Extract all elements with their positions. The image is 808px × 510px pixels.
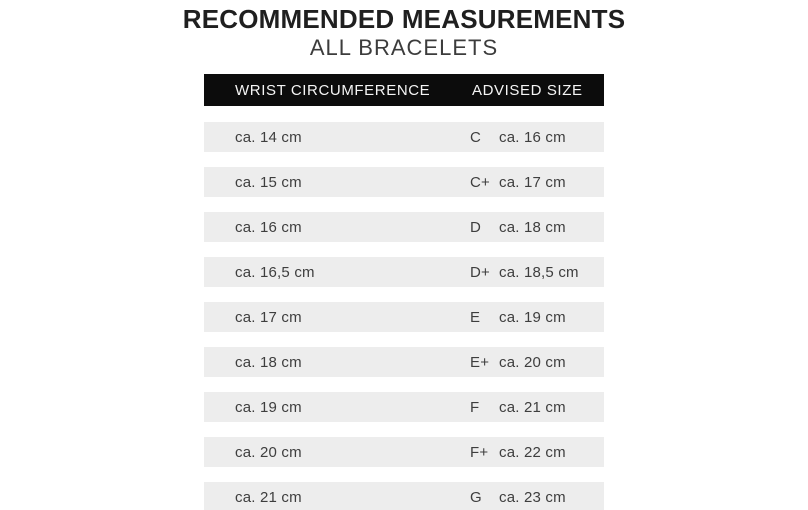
- cell-size-letter: D+: [470, 263, 490, 281]
- cell-advised-size: ca. 20 cm: [499, 353, 566, 371]
- cell-size-letter: E: [470, 308, 481, 326]
- cell-wrist-circumference: ca. 15 cm: [235, 173, 302, 191]
- table-row: ca. 16 cm D ca. 18 cm: [204, 212, 604, 242]
- cell-advised-size: ca. 17 cm: [499, 173, 566, 191]
- cell-wrist-circumference: ca. 17 cm: [235, 308, 302, 326]
- cell-advised-size: ca. 16 cm: [499, 128, 566, 146]
- cell-size-letter: E+: [470, 353, 490, 371]
- table-row: ca. 20 cm F+ ca. 22 cm: [204, 437, 604, 467]
- cell-wrist-circumference: ca. 14 cm: [235, 128, 302, 146]
- table-row: ca. 19 cm F ca. 21 cm: [204, 392, 604, 422]
- cell-size-letter: D: [470, 218, 482, 236]
- cell-wrist-circumference: ca. 21 cm: [235, 488, 302, 506]
- cell-advised-size: ca. 23 cm: [499, 488, 566, 506]
- table-row: ca. 14 cm C ca. 16 cm: [204, 122, 604, 152]
- cell-advised-size: ca. 19 cm: [499, 308, 566, 326]
- cell-wrist-circumference: ca. 19 cm: [235, 398, 302, 416]
- size-table: WRIST CIRCUMFERENCE ADVISED SIZE ca. 14 …: [204, 74, 604, 510]
- column-header-wrist-circumference: WRIST CIRCUMFERENCE: [235, 81, 431, 99]
- table-row: ca. 21 cm G ca. 23 cm: [204, 482, 604, 510]
- cell-wrist-circumference: ca. 16 cm: [235, 218, 302, 236]
- table-header-row: WRIST CIRCUMFERENCE ADVISED SIZE: [204, 74, 604, 106]
- table-row: ca. 17 cm E ca. 19 cm: [204, 302, 604, 332]
- cell-advised-size: ca. 18,5 cm: [499, 263, 579, 281]
- cell-wrist-circumference: ca. 18 cm: [235, 353, 302, 371]
- cell-size-letter: G: [470, 488, 482, 506]
- cell-advised-size: ca. 22 cm: [499, 443, 566, 461]
- page-subtitle: ALL BRACELETS: [309, 35, 499, 60]
- cell-advised-size: ca. 18 cm: [499, 218, 566, 236]
- cell-wrist-circumference: ca. 20 cm: [235, 443, 302, 461]
- table-row: ca. 16,5 cm D+ ca. 18,5 cm: [204, 257, 604, 287]
- cell-size-letter: F: [470, 398, 480, 416]
- cell-size-letter: F+: [470, 443, 489, 461]
- table-row: ca. 18 cm E+ ca. 20 cm: [204, 347, 604, 377]
- table-row: ca. 15 cm C+ ca. 17 cm: [204, 167, 604, 197]
- cell-wrist-circumference: ca. 16,5 cm: [235, 263, 315, 281]
- cell-size-letter: C: [470, 128, 482, 146]
- column-header-advised-size: ADVISED SIZE: [472, 81, 583, 99]
- cell-advised-size: ca. 21 cm: [499, 398, 566, 416]
- cell-size-letter: C+: [470, 173, 490, 191]
- page-title: RECOMMENDED MEASUREMENTS: [182, 4, 626, 34]
